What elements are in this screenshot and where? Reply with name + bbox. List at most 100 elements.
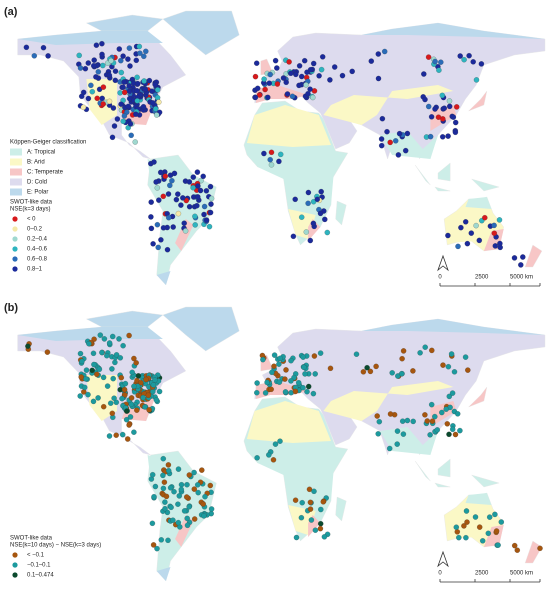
station-dot [404, 130, 411, 137]
station-dot [339, 72, 346, 79]
station-dot [195, 183, 201, 189]
station-dot [149, 471, 156, 478]
station-dot [493, 528, 500, 534]
station-dot [120, 343, 126, 349]
station-dot [410, 368, 416, 374]
station-dot [186, 504, 192, 510]
station-dot [120, 84, 126, 90]
station-dot [266, 80, 272, 86]
station-dot [296, 379, 302, 386]
station-dot [100, 84, 107, 90]
station-dot [164, 246, 171, 253]
station-dot [122, 380, 129, 387]
scale-label: 5000 km [510, 571, 533, 577]
station-dot [44, 349, 51, 355]
station-dot [427, 133, 434, 140]
station-dot [269, 369, 275, 376]
land [162, 306, 240, 352]
legend-swatch [10, 168, 22, 176]
station-dot [192, 222, 198, 228]
station-dot [446, 98, 453, 104]
station-dot [429, 401, 435, 408]
station-dot [321, 534, 328, 540]
station-dot [518, 262, 524, 268]
station-dot [302, 371, 308, 377]
station-dot [152, 106, 159, 112]
station-dot [40, 45, 47, 51]
station-dot [89, 88, 96, 95]
station-dot [446, 393, 452, 400]
station-dot [261, 76, 267, 82]
station-dot [445, 133, 451, 139]
station-dot [293, 71, 299, 78]
station-dot [450, 114, 457, 120]
station-dot [282, 389, 289, 395]
station-dot [207, 209, 214, 216]
station-dot [154, 545, 160, 552]
station-dot [154, 94, 161, 101]
station-dot [85, 391, 91, 398]
station-dot [117, 90, 123, 96]
station-dot [77, 65, 84, 71]
climate-zone [17, 327, 163, 341]
station-dot [300, 384, 306, 391]
station-dot [133, 111, 139, 117]
station-dot [312, 371, 318, 377]
station-dot [364, 364, 370, 371]
station-dot [267, 71, 273, 78]
station-dot [302, 58, 308, 64]
station-dot [318, 188, 324, 195]
station-dot [395, 152, 402, 158]
legend-dot [12, 552, 18, 558]
station-dot [140, 103, 147, 110]
station-dot [99, 51, 105, 58]
station-dot [99, 349, 105, 356]
station-dot [95, 69, 102, 75]
station-dot [464, 240, 471, 247]
station-dot [136, 43, 142, 50]
station-dot [303, 229, 309, 235]
station-dot [349, 68, 355, 75]
legend-dot [12, 216, 18, 222]
station-dot [80, 104, 87, 111]
station-dot [114, 116, 121, 122]
station-dot [254, 380, 260, 386]
station-dot [201, 203, 208, 210]
station-dot [399, 356, 405, 362]
legend-dot [12, 562, 18, 568]
station-dot [203, 188, 210, 194]
station-dot [429, 418, 436, 424]
station-dot [171, 488, 177, 495]
station-dot [78, 93, 85, 100]
station-dot [149, 520, 156, 526]
station-dot [91, 361, 97, 368]
station-dot [376, 418, 382, 425]
legend-label: 0.8–1 [27, 267, 43, 273]
station-dot [82, 65, 89, 72]
station-dot [466, 53, 472, 59]
station-dot [317, 525, 324, 532]
station-dot [96, 366, 103, 373]
station-dot [318, 520, 324, 527]
station-dot [88, 82, 94, 89]
station-dot [382, 48, 388, 55]
station-dot [441, 105, 447, 111]
station-dot [280, 75, 287, 81]
legend-label: 0–0.2 [27, 227, 43, 233]
station-dot [176, 493, 182, 499]
station-dot [170, 224, 176, 230]
station-dot [422, 344, 428, 350]
station-dot [276, 361, 282, 367]
station-dot [181, 220, 187, 226]
station-dot [393, 138, 399, 144]
station-dot [267, 156, 273, 163]
station-dot [425, 54, 432, 60]
station-dot [121, 79, 127, 85]
station-dot [314, 196, 320, 202]
station-dot [421, 71, 427, 77]
station-dot [149, 100, 156, 106]
station-dot [120, 118, 126, 125]
station-dot [93, 42, 100, 48]
station-dot [100, 101, 106, 107]
climate-zone [447, 209, 492, 243]
